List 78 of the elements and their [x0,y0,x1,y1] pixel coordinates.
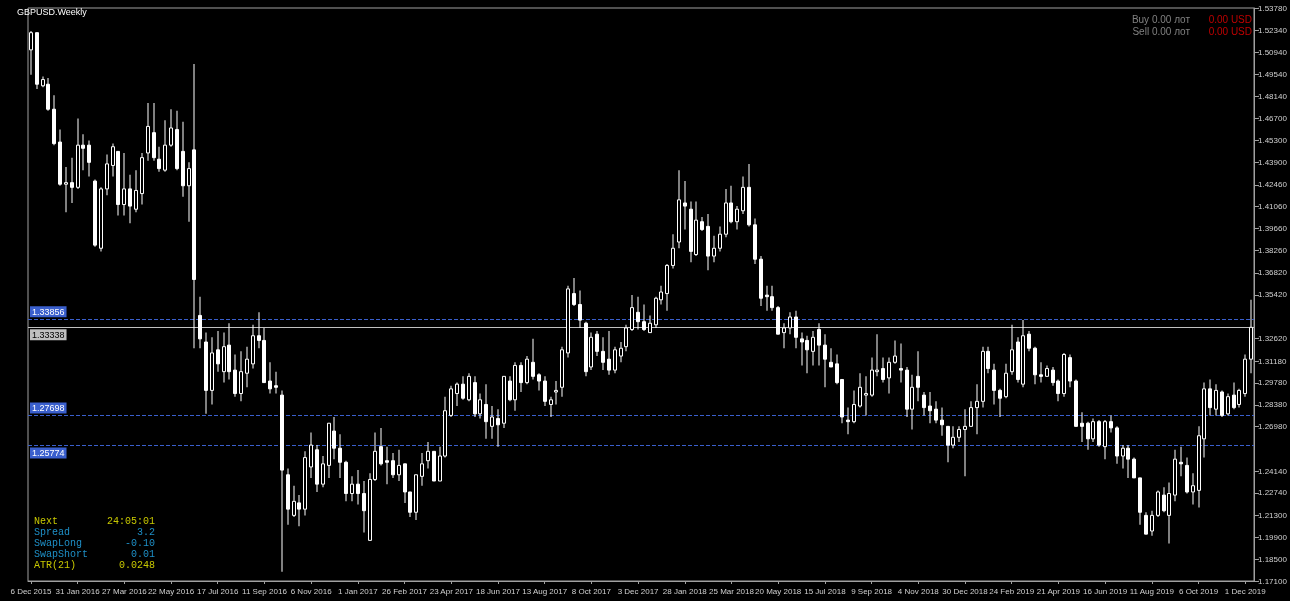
x-tick-label: 26 Feb 2017 [382,586,428,596]
annotation: SwapLong [34,537,83,549]
x-tick-label: 30 Dec 2018 [942,586,989,596]
y-tick-label: 1.45300 [1258,135,1288,145]
annotation: 0.0248 [118,559,156,571]
candlestick [64,167,68,213]
y-tick-label: 1.29780 [1258,378,1288,388]
x-tick-label: 17 Jul 2016 [197,586,239,596]
x-tick-label: 4 Nov 2018 [897,586,940,596]
candlestick [864,376,868,416]
y-tick-label: 1.46700 [1258,114,1288,124]
chart-title: GBPUSD.Weekly [17,6,88,17]
x-tick-label: 22 May 2016 [147,586,195,596]
annotation: -0.10 [125,537,156,549]
y-tick-label: 1.35420 [1258,290,1288,300]
candlestick [899,343,903,383]
x-tick-label: 1 Dec 2019 [1224,586,1267,596]
y-tick-label: 1.42460 [1258,180,1288,190]
x-tick-label: 27 Mar 2016 [101,586,148,596]
y-tick-label: 1.43900 [1258,157,1288,167]
x-tick-label: 6 Oct 2019 [1178,586,1219,596]
y-tick-label: 1.19900 [1258,532,1288,542]
y-tick-label: 1.31180 [1258,356,1287,366]
x-tick-label: 6 Nov 2016 [290,586,333,596]
y-tick-label: 1.52340 [1258,26,1288,35]
x-tick-label: 11 Sep 2016 [242,586,288,596]
y-tick-label: 1.48140 [1258,91,1288,101]
y-tick-label: 1.36820 [1258,268,1288,278]
y-tick-label: 1.50940 [1258,47,1288,57]
x-tick-label: 20 May 2018 [755,586,802,596]
y-tick-label: 1.24140 [1258,466,1288,476]
y-tick-label: 1.41060 [1258,202,1288,212]
annotation: Next [34,515,59,527]
candlestick [1039,362,1043,383]
y-tick-label: 1.26980 [1258,422,1288,432]
y-tick-label: 1.32620 [1258,334,1288,344]
annotation: 24:05:01 [106,515,156,527]
y-tick-label: 1.53780 [1258,3,1288,13]
x-tick-label: 21 Apr 2019 [1036,586,1081,596]
annotation: ATR(21) [34,559,77,571]
annotation: Sell 0.00 лот [1132,25,1191,37]
annotation: SwapShort [34,548,89,560]
x-tick-label: 31 Jan 2016 [55,586,101,596]
x-tick-label: 1 Jan 2017 [338,586,379,596]
x-tick-label: 9 Sep 2018 [851,586,893,596]
annotation: Buy 0.00 лот [1131,13,1191,25]
x-tick-label: 11 Aug 2019 [1129,586,1175,596]
annotation: 3.2 [137,526,156,538]
y-tick-label: 1.49540 [1258,69,1288,79]
candlestick [385,446,389,485]
annotation: 0.00 USD [1208,13,1252,25]
y-tick-label: 1.28380 [1258,400,1288,410]
x-tick-label: 28 Jan 2018 [662,586,708,596]
annotation: 0.01 [131,548,156,560]
x-tick-label: 24 Feb 2019 [989,586,1035,596]
x-tick-label: 18 Jun 2017 [475,586,521,596]
annotation: Spread [34,526,71,538]
y-tick-label: 1.38260 [1258,245,1288,255]
y-tick-label: 1.18500 [1258,554,1288,564]
x-tick-label: 6 Dec 2015 [10,586,52,596]
candlestick [963,409,967,477]
x-tick-label: 16 Jun 2019 [1083,586,1128,596]
x-tick-label: 15 Jul 2018 [804,586,847,596]
x-tick-label: 8 Oct 2017 [571,586,612,596]
x-tick-label: 23 Apr 2017 [429,586,474,596]
annotation: 0.00 USD [1208,25,1252,37]
x-tick-label: 25 Mar 2018 [709,586,755,596]
ref-line-label: 1.33338 [32,329,65,340]
y-tick-label: 1.17100 [1258,576,1288,586]
y-tick-label: 1.22740 [1258,488,1288,498]
ref-line-label: 1.33856 [32,306,65,317]
ref-line-label: 1.25774 [32,448,65,458]
y-tick-label: 1.21300 [1258,510,1288,520]
candlestick [683,181,687,230]
x-tick-label: 3 Dec 2017 [617,586,660,596]
x-tick-label: 13 Aug 2017 [522,586,568,596]
y-tick-label: 1.39660 [1258,224,1288,234]
ref-line-label: 1.27698 [32,402,65,413]
